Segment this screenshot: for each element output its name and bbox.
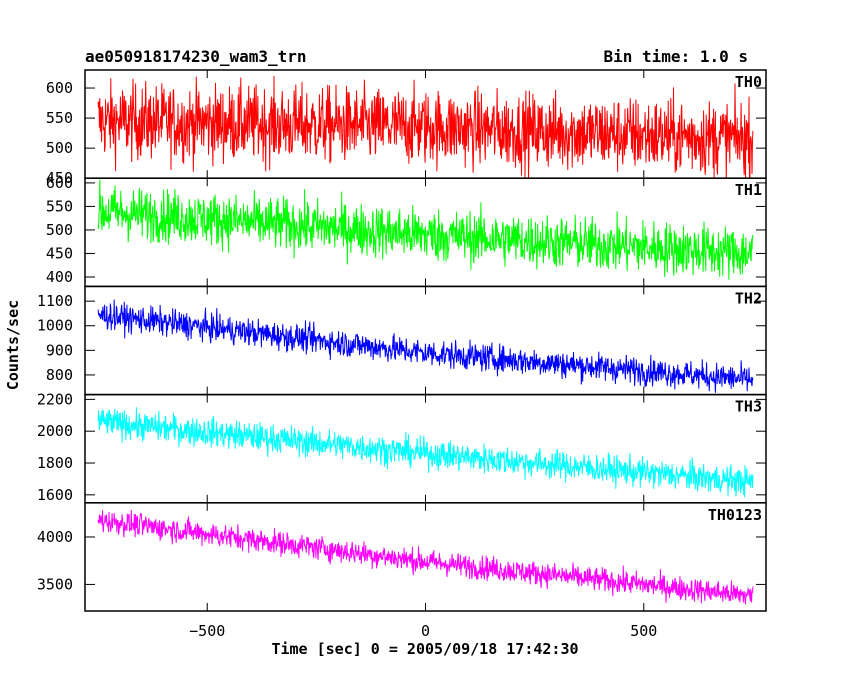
panel-th3: 1600 1800 2000 2200 TH3 — [37, 390, 767, 504]
y-tick-label: 900 — [46, 341, 73, 359]
panel-th1: 400 450 500 550 600 TH1 — [46, 174, 767, 288]
chart-title: ae050918174230_wam3_trn — [85, 47, 307, 66]
series-line-th3 — [97, 407, 754, 498]
y-tick-label: 600 — [46, 174, 73, 192]
y-axis-label: Counts/sec — [4, 300, 22, 390]
series-line-th0 — [97, 75, 754, 179]
x-tick-label: 500 — [630, 622, 657, 640]
y-tick-label: 1100 — [37, 292, 73, 310]
y-tick-label: 400 — [46, 268, 73, 286]
panel-label-th1: TH1 — [735, 181, 762, 199]
panel-frame — [84, 502, 767, 612]
panel-label-th0123: TH0123 — [708, 506, 762, 524]
y-tick-label: 2000 — [37, 422, 73, 440]
y-tick-label: 450 — [46, 169, 73, 187]
panel-th0123: 3500 4000 TH0123 — [37, 502, 767, 612]
panel-label-th2: TH2 — [735, 289, 762, 307]
y-tick-label: 550 — [46, 197, 73, 215]
y-tick-label: 500 — [46, 139, 73, 157]
y-tick-label: 1000 — [37, 317, 73, 335]
x-tick-label: 0 — [421, 622, 430, 640]
y-tick-label: 1800 — [37, 454, 73, 472]
x-tick-label: −500 — [189, 622, 225, 640]
panels-group: 450 500 550 600 TH0 400 450 500 550 600 TH1 800 900 1… — [37, 69, 767, 640]
series-line-th1 — [97, 179, 754, 280]
y-tick-label: 4000 — [37, 528, 73, 546]
y-tick-label: 550 — [46, 109, 73, 127]
x-axis-label: Time [sec] 0 = 2005/09/18 17:42:30 — [271, 640, 578, 658]
y-tick-label: 500 — [46, 221, 73, 239]
y-tick-label: 450 — [46, 244, 73, 262]
panel-frame — [84, 285, 767, 396]
series-line-th2 — [97, 299, 754, 393]
y-tick-label: 1600 — [37, 486, 73, 504]
panel-th2: 800 900 1000 1100 TH2 — [37, 285, 767, 396]
panel-th0: 450 500 550 600 TH0 — [46, 69, 767, 187]
series-line-th0123 — [97, 509, 754, 605]
y-tick-label: 800 — [46, 366, 73, 384]
y-tick-label: 600 — [46, 79, 73, 97]
y-tick-label: 2200 — [37, 390, 73, 408]
y-tick-label: 3500 — [37, 575, 73, 593]
panel-label-th0: TH0 — [735, 73, 762, 91]
panel-label-th3: TH3 — [735, 398, 762, 416]
bin-time-label: Bin time: 1.0 s — [604, 47, 749, 66]
